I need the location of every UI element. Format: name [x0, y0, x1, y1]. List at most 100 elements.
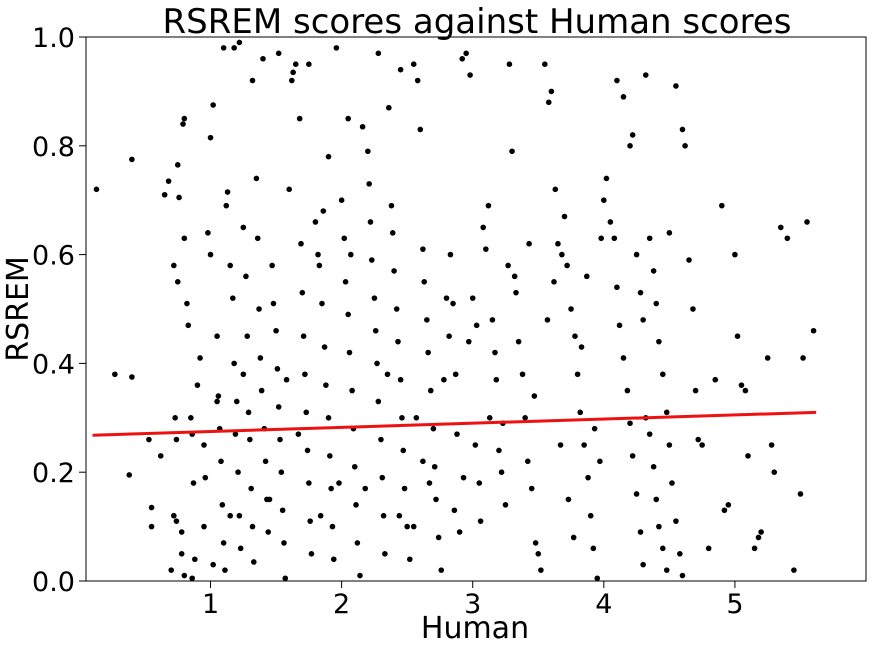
data-point — [345, 115, 351, 122]
y-axis-ticks: 0.0 0.2 0.4 0.6 0.8 1.0 — [32, 23, 86, 598]
data-point — [283, 376, 290, 383]
data-point — [214, 398, 220, 405]
data-point — [189, 575, 195, 582]
data-point — [185, 322, 192, 329]
data-point — [205, 230, 211, 236]
data-point — [542, 61, 548, 67]
data-point — [399, 415, 405, 421]
data-point — [231, 360, 237, 367]
data-point — [184, 300, 190, 307]
data-point — [587, 512, 594, 519]
data-point — [666, 230, 673, 236]
data-point — [397, 66, 404, 73]
data-point — [380, 512, 387, 519]
data-point — [467, 72, 473, 78]
data-point — [483, 246, 489, 252]
data-point — [695, 436, 702, 443]
data-point — [323, 382, 329, 388]
data-point — [565, 496, 572, 503]
data-point — [346, 349, 353, 356]
data-point — [410, 61, 417, 67]
data-point — [168, 567, 175, 573]
data-point — [223, 202, 230, 209]
data-point — [426, 480, 433, 486]
data-point — [454, 431, 460, 437]
data-point — [362, 485, 369, 492]
data-point — [755, 534, 762, 541]
data-point — [342, 279, 349, 285]
data-point — [181, 235, 188, 242]
trend-line — [92, 410, 817, 437]
data-point — [603, 175, 610, 182]
data-point — [568, 306, 574, 312]
data-point — [627, 420, 633, 427]
data-point — [298, 240, 304, 247]
data-point — [425, 349, 431, 356]
data-point — [663, 567, 670, 573]
data-point — [624, 387, 631, 394]
data-point — [633, 251, 640, 258]
data-point — [300, 333, 307, 340]
data-point — [577, 409, 584, 416]
data-point — [317, 512, 324, 519]
data-point — [401, 485, 408, 492]
data-point — [420, 246, 426, 252]
data-point — [656, 523, 662, 530]
data-point — [511, 273, 518, 280]
data-point — [249, 77, 256, 84]
data-point — [505, 262, 511, 269]
data-point — [315, 251, 321, 258]
data-point — [330, 556, 337, 563]
data-point — [207, 134, 214, 141]
data-point — [771, 469, 778, 476]
data-point — [673, 518, 679, 524]
data-point — [559, 251, 565, 258]
data-point — [176, 194, 182, 201]
data-point — [319, 300, 325, 307]
data-point — [327, 453, 333, 459]
data-point — [359, 123, 366, 130]
data-point — [583, 273, 590, 280]
data-point — [219, 502, 226, 508]
data-point — [545, 99, 552, 106]
data-point — [240, 371, 247, 378]
data-point — [459, 55, 466, 62]
data-point — [161, 191, 168, 198]
data-point — [564, 262, 570, 269]
data-point — [257, 355, 264, 361]
data-point — [509, 148, 515, 155]
data-point — [244, 333, 251, 340]
chart-title: RSREM scores against Human scores — [163, 2, 792, 42]
y-tick-label: 0.8 — [32, 132, 75, 163]
data-point — [435, 534, 442, 541]
data-point — [173, 518, 180, 524]
data-point — [473, 322, 480, 329]
data-point — [220, 540, 227, 546]
data-point — [751, 545, 758, 552]
data-point — [450, 300, 456, 307]
data-point — [173, 436, 180, 443]
data-point — [249, 523, 256, 530]
data-point — [597, 458, 603, 465]
data-point — [181, 572, 188, 579]
data-point — [378, 436, 384, 443]
data-point — [758, 529, 764, 535]
data-point — [460, 474, 467, 481]
data-point — [650, 463, 657, 470]
data-point — [472, 442, 479, 448]
data-point — [784, 235, 791, 242]
data-point — [406, 556, 413, 563]
data-point — [306, 61, 312, 67]
plot-area-frame — [85, 36, 867, 582]
data-point — [188, 415, 194, 421]
data-point — [742, 387, 749, 394]
data-point — [653, 496, 660, 503]
data-point — [338, 197, 345, 203]
data-point — [245, 409, 252, 416]
data-point — [660, 371, 666, 378]
data-point — [386, 104, 392, 111]
x-tick-label: 5 — [726, 589, 743, 620]
data-point — [469, 295, 476, 301]
data-point — [515, 338, 522, 345]
data-point — [278, 469, 285, 476]
